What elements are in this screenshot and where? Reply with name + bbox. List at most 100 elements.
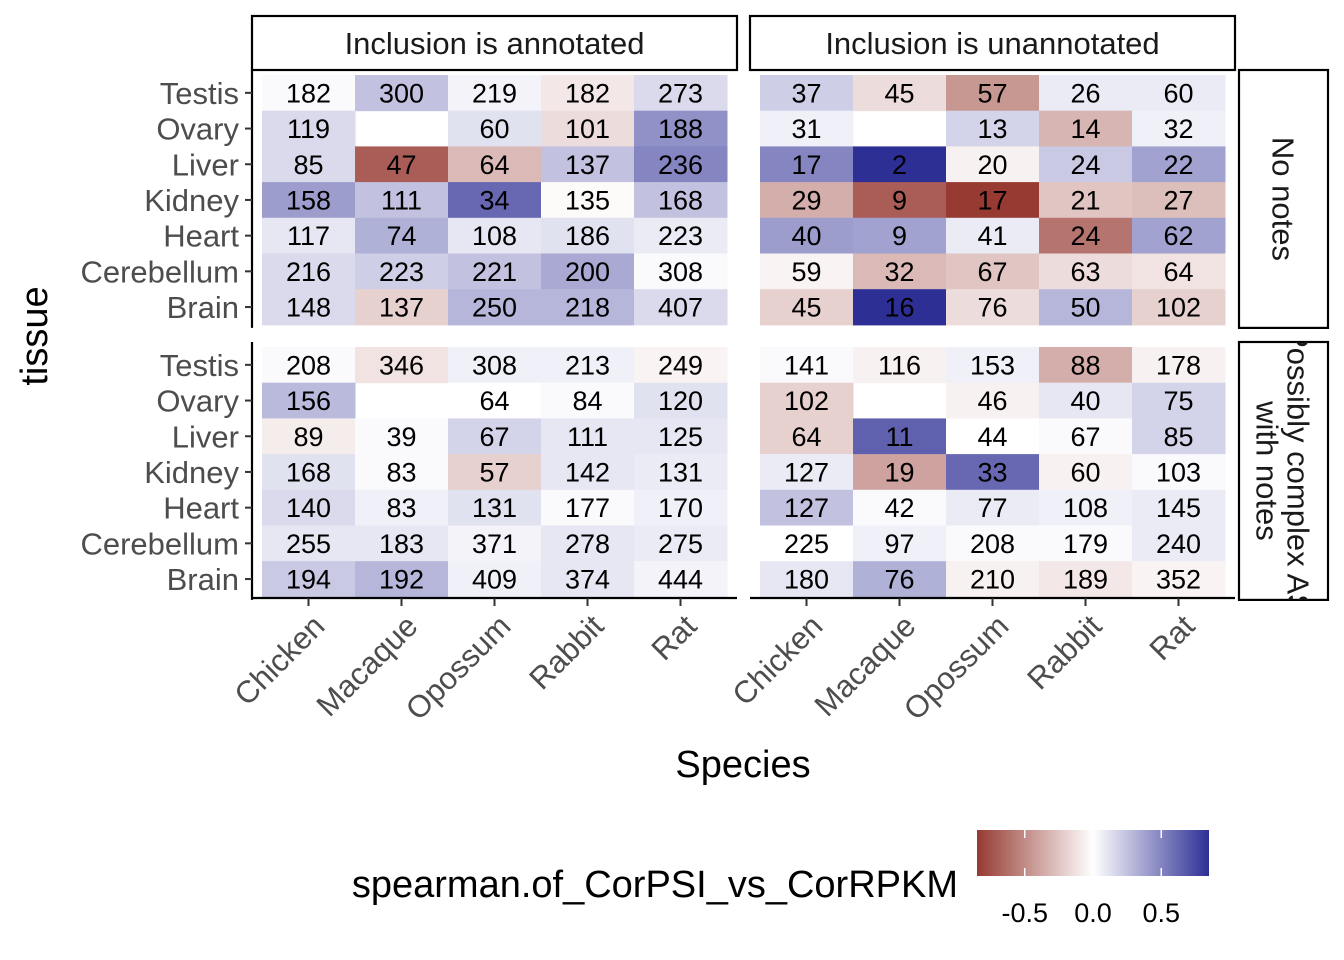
heatmap-cell xyxy=(634,525,728,562)
facet-strip-col-0 xyxy=(250,14,739,72)
cell-label: 17 xyxy=(977,185,1007,215)
y-tick-label: Heart xyxy=(163,491,239,526)
heatmap-cell xyxy=(946,182,1040,219)
legend-tick-label: 0.5 xyxy=(1142,898,1180,928)
cell-label: 275 xyxy=(658,529,703,559)
cell-label: 16 xyxy=(884,293,914,323)
heatmap-cell xyxy=(760,525,854,562)
heatmap-cell xyxy=(760,75,854,112)
heatmap-cell xyxy=(760,382,854,419)
cell-label: 108 xyxy=(472,221,517,251)
cell-label: 236 xyxy=(658,150,703,180)
heatmap-cell xyxy=(1039,217,1133,254)
cell-label: 111 xyxy=(381,185,422,215)
heatmap-cell xyxy=(448,561,542,598)
y-tick-label: Brain xyxy=(167,562,239,597)
cell-label: 45 xyxy=(791,293,821,323)
heatmap-cell xyxy=(946,561,1040,598)
heatmap-cell xyxy=(262,146,356,183)
cell-label: 24 xyxy=(1070,150,1100,180)
cell-label: 131 xyxy=(658,457,703,487)
cell-label: 40 xyxy=(791,221,821,251)
heatmap-cell xyxy=(1132,454,1226,491)
cell-label: 41 xyxy=(977,221,1007,251)
cell-label: 39 xyxy=(386,422,416,452)
cell-label: 34 xyxy=(479,185,509,215)
cell-label: 27 xyxy=(1163,185,1193,215)
cell-label: 170 xyxy=(658,493,703,523)
y-tick-label: Ovary xyxy=(156,112,239,147)
heatmap-cell xyxy=(262,347,356,384)
cell-label: 346 xyxy=(379,350,424,380)
heatmap-cell xyxy=(262,561,356,598)
cell-label: 37 xyxy=(791,78,821,108)
heatmap-cell xyxy=(853,418,947,455)
heatmap-cell xyxy=(1039,382,1133,419)
legend-tick-label: 0.0 xyxy=(1074,898,1112,928)
cell-label: 89 xyxy=(293,422,323,452)
cell-label: 57 xyxy=(479,457,509,487)
heatmap-cell xyxy=(1132,217,1226,254)
heatmap-cell xyxy=(448,146,542,183)
x-tick-label: Rat xyxy=(1143,608,1202,667)
heatmap-cell xyxy=(355,347,449,384)
cell-label: 119 xyxy=(287,114,330,144)
heatmap-cell xyxy=(946,146,1040,183)
heatmap-cell xyxy=(760,146,854,183)
heatmap-cell xyxy=(448,382,542,419)
heatmap-cell xyxy=(634,146,728,183)
heatmap-cell xyxy=(448,253,542,290)
heatmap-cell xyxy=(1039,489,1133,526)
heatmap-cell xyxy=(634,382,728,419)
cell-label: 194 xyxy=(286,565,331,595)
cell-label: 33 xyxy=(977,457,1007,487)
heatmap-cell xyxy=(1132,146,1226,183)
heatmap-cell xyxy=(634,418,728,455)
cell-label: 57 xyxy=(977,78,1007,108)
cell-label: 182 xyxy=(286,78,331,108)
heatmap-cell xyxy=(541,75,635,112)
heatmap-cell xyxy=(355,217,449,254)
heatmap-cell xyxy=(541,525,635,562)
heatmap-cell xyxy=(946,253,1040,290)
heatmap-cell xyxy=(1132,418,1226,455)
cell-label: 180 xyxy=(784,565,829,595)
cell-label: 407 xyxy=(658,293,703,323)
cell-label: 148 xyxy=(286,293,331,323)
heatmap-cell xyxy=(760,182,854,219)
y-tick-label: Kidney xyxy=(144,455,239,490)
heatmap-cell xyxy=(262,454,356,491)
heatmap-cell xyxy=(448,182,542,219)
heatmap-cell xyxy=(1039,75,1133,112)
heatmap-cell xyxy=(760,418,854,455)
cell-label: 444 xyxy=(658,565,703,595)
heatmap-cell xyxy=(946,489,1040,526)
cell-label: 208 xyxy=(970,529,1015,559)
heatmap-cell xyxy=(355,454,449,491)
heatmap-cell xyxy=(1132,182,1226,219)
cell-label: 85 xyxy=(293,150,323,180)
cell-label: 22 xyxy=(1163,150,1193,180)
heatmap-cell xyxy=(634,454,728,491)
heatmap-cell xyxy=(853,289,947,326)
cell-label: 158 xyxy=(286,185,331,215)
heatmap-cell xyxy=(946,289,1040,326)
cell-label: 21 xyxy=(1070,185,1100,215)
facet-strip-label: No notes xyxy=(1266,137,1301,261)
cell-label: 67 xyxy=(1070,422,1100,452)
heatmap-cell xyxy=(541,110,635,147)
cell-label: 127 xyxy=(784,457,829,487)
heatmap-cell xyxy=(634,75,728,112)
cell-label: 64 xyxy=(1163,257,1193,287)
cell-label: 186 xyxy=(565,221,610,251)
heatmap-cell xyxy=(541,253,635,290)
heatmap-cell xyxy=(541,418,635,455)
heatmap-cell xyxy=(541,382,635,419)
cell-label: 42 xyxy=(884,493,914,523)
y-tick-label: Cerebellum xyxy=(80,254,239,289)
cell-label: 352 xyxy=(1156,565,1201,595)
heatmap-cell xyxy=(760,110,854,147)
heatmap-cell xyxy=(634,289,728,326)
